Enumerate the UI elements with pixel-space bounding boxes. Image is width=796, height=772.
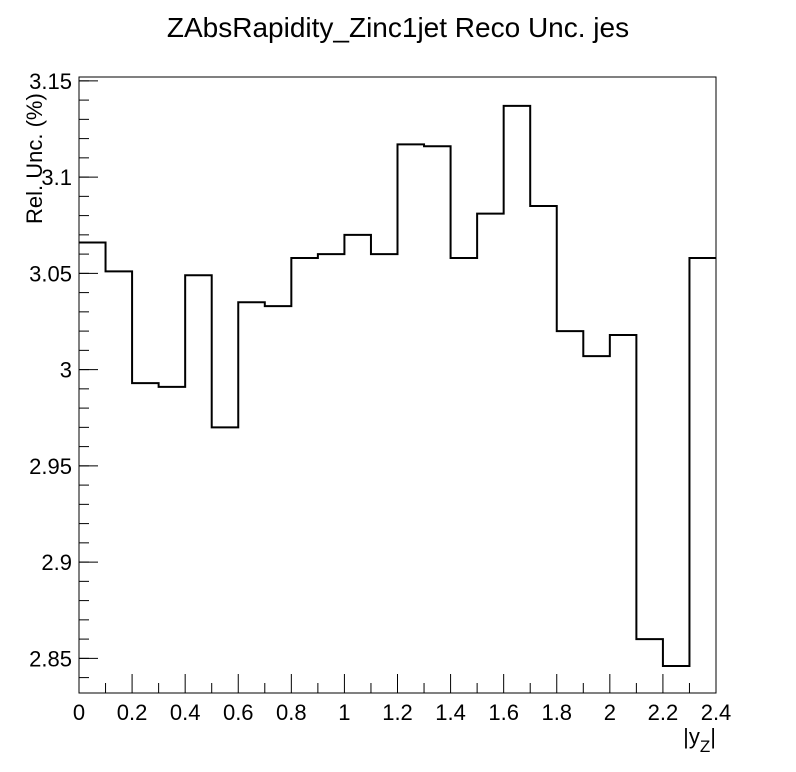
x-tick-label: 0.6	[223, 700, 254, 725]
y-axis-label: Rel. Unc. (%)	[22, 93, 47, 224]
x-tick-label: 0	[73, 700, 85, 725]
x-axis-label: |yZ|	[683, 724, 716, 756]
x-tick-label: 1.2	[382, 700, 413, 725]
x-tick-label: 2.2	[648, 700, 679, 725]
x-tick-label: 0.2	[117, 700, 148, 725]
x-tick-label: 1.6	[488, 700, 519, 725]
y-tick-label: 2.95	[29, 454, 72, 479]
y-tick-label: 2.85	[29, 646, 72, 671]
chart-title: ZAbsRapidity_Zinc1jet Reco Unc. jes	[167, 12, 629, 43]
x-tick-label: 2	[604, 700, 616, 725]
x-axis-tick-labels: 0 0.2 0.4 0.6 0.8 1 1.2 1.4 1.6 1.8 2 2.2 2.4	[73, 700, 731, 725]
x-tick-label: 2.4	[701, 700, 732, 725]
histogram-step-line	[79, 104, 716, 668]
y-tick-label: 2.9	[41, 550, 72, 575]
x-axis-label-subscript: Z	[700, 737, 710, 756]
y-tick-label: 3.1	[41, 165, 72, 190]
x-axis-ticks	[78, 674, 717, 693]
y-axis-ticks	[79, 80, 98, 679]
y-axis-tick-labels: 2.85 2.9 2.95 3 3.05 3.1 3.15	[29, 69, 72, 671]
x-tick-label: 1.8	[541, 700, 572, 725]
y-tick-label: 3.15	[29, 69, 72, 94]
x-axis-label-main: |y	[683, 724, 700, 749]
y-tick-label: 3	[60, 358, 72, 383]
x-tick-label: 1	[338, 700, 350, 725]
y-tick-label: 3.05	[29, 261, 72, 286]
x-axis-label-end: |	[710, 724, 716, 749]
x-tick-label: 1.4	[435, 700, 466, 725]
x-tick-label: 0.8	[276, 700, 307, 725]
x-tick-label: 0.4	[170, 700, 201, 725]
